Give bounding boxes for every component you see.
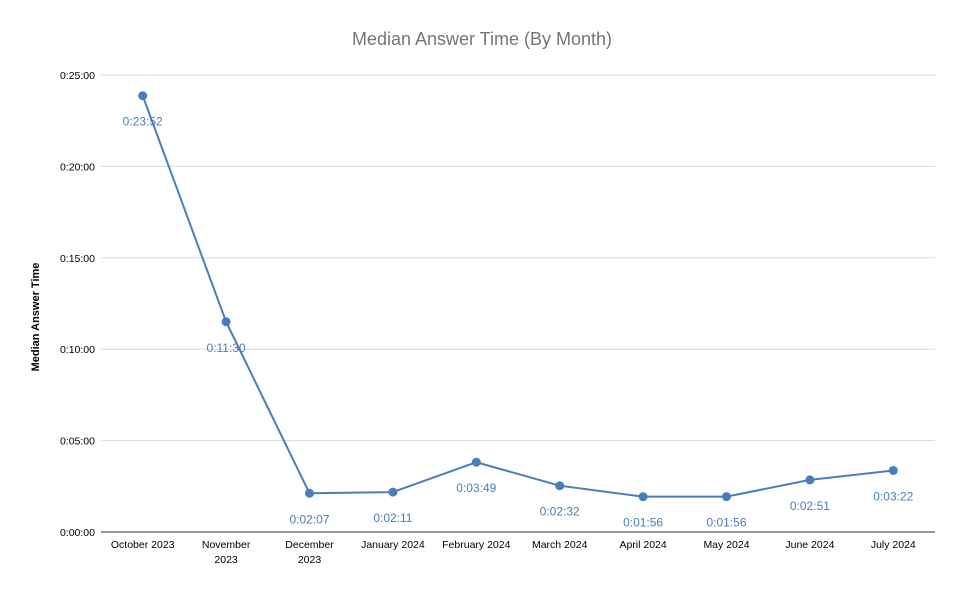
y-tick-label: 0:00:00 [60, 527, 95, 539]
x-tick-label: November 2023 [202, 539, 251, 566]
data-point [305, 488, 314, 498]
y-axis-label: Median Answer Time [30, 263, 42, 372]
data-label: 0:01:56 [623, 516, 663, 530]
data-label: 0:02:51 [790, 499, 830, 513]
data-label: 0:01:56 [706, 516, 746, 530]
y-tick-label: 0:25:00 [60, 70, 95, 82]
x-tick-label: July 2024 [871, 539, 916, 551]
data-point [471, 457, 481, 467]
x-tick-label: December 2023 [285, 539, 334, 566]
data-point [722, 492, 731, 502]
data-point [888, 465, 898, 475]
y-tick-label: 0:10:00 [60, 344, 95, 356]
data-point [638, 492, 648, 502]
data-labels: 0:23:52 0:11:30 0:02:07 0:02:11 0:03:49 0:02:… [123, 115, 914, 530]
x-axis-ticks: October 2023 November 2023 December 2023 Janu… [111, 539, 916, 566]
y-axis-ticks: 0:00:00 0:05:00 0:10:00 0:15:00 0:20:00 0:25:… [60, 70, 95, 539]
data-label: 0:02:07 [289, 512, 329, 526]
data-point [221, 317, 231, 327]
x-tick-label: February 2024 [442, 539, 510, 551]
x-tick-label: January 2024 [361, 539, 425, 551]
y-tick-label: 0:15:00 [60, 253, 95, 265]
data-label: 0:02:32 [540, 505, 580, 519]
data-point [805, 475, 815, 485]
x-tick-label: October 2023 [111, 539, 175, 551]
series-line [141, 95, 894, 498]
data-label: 0:03:22 [873, 489, 913, 503]
y-tick-label: 0:20:00 [60, 161, 95, 173]
data-label: 0:03:49 [456, 481, 496, 495]
data-label: 0:02:11 [373, 511, 412, 525]
gridlines [101, 74, 935, 533]
x-tick-label: April 2024 [619, 539, 666, 551]
data-point [388, 487, 398, 497]
series-group [138, 91, 898, 502]
data-label: 0:11:30 [207, 341, 246, 355]
x-tick-label: March 2024 [532, 539, 588, 551]
chart-title: Median Answer Time (By Month) [352, 29, 612, 49]
x-tick-label: May 2024 [703, 539, 749, 551]
data-label: 0:23:52 [123, 115, 163, 129]
y-tick-label: 0:05:00 [60, 436, 95, 448]
data-point [138, 91, 148, 101]
data-point [555, 481, 565, 491]
x-tick-label: June 2024 [785, 539, 834, 551]
